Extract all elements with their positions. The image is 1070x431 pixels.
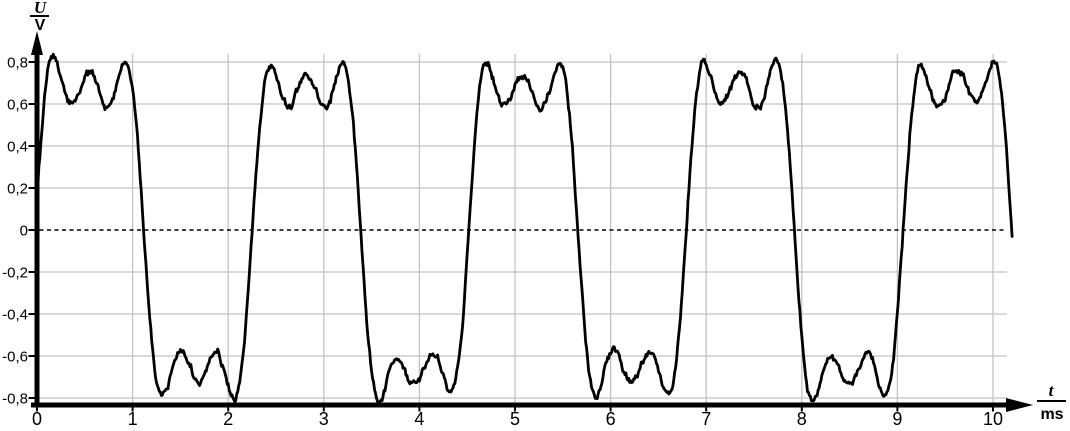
x-axis-line (31, 402, 1012, 408)
y-tick-label: -0,6 (2, 349, 28, 366)
y-tick-label: 0,4 (7, 139, 28, 156)
x-tick-label: 1 (128, 409, 138, 429)
x-tick-label: 5 (510, 409, 520, 429)
grid-layer (39, 54, 1007, 403)
x-tick-label: 8 (797, 409, 807, 429)
y-tick-label: 0,2 (7, 181, 28, 198)
y-tick-label: 0,6 (7, 97, 28, 114)
x-tick-label: 10 (983, 409, 1003, 429)
x-tick-label: 9 (892, 409, 902, 429)
y-tick-label: 0 (20, 223, 28, 240)
trace-layer (35, 52, 1014, 405)
x-tick-label: 2 (223, 409, 233, 429)
y-axis-unit-fraction-bar (30, 15, 49, 17)
y-axis-unit-numerator: U (34, 0, 47, 17)
x-tick-label: 3 (319, 409, 329, 429)
x-axis-unit-fraction-bar (1037, 400, 1066, 402)
tick-label-layer: 0,80,60,40,20-0,2-0,4-0,6-0,80 1 2 3 4 5 6 7 8 9 1… (2, 55, 1003, 430)
y-axis-unit-denominator: V (35, 17, 46, 34)
x-axis-arrow-icon (1006, 398, 1033, 412)
x-tick-label: 0 (32, 409, 42, 429)
y-axis-arrow-icon (31, 31, 43, 55)
x-tick-label: 6 (606, 409, 616, 429)
x-axis-unit-numerator: t (1049, 381, 1055, 400)
y-tick-label: -0,2 (2, 265, 28, 282)
x-tick-label: 7 (701, 409, 711, 429)
y-axis-line (34, 50, 40, 408)
y-tick-label: -0,4 (2, 307, 28, 324)
axis-layer (28, 31, 1033, 412)
waveform-trace (35, 52, 1014, 405)
x-axis-unit-denominator: ms (1040, 406, 1063, 423)
x-tick-label: 4 (414, 409, 424, 429)
y-tick-label: -0,8 (2, 391, 28, 408)
y-tick-label: 0,8 (7, 55, 28, 72)
